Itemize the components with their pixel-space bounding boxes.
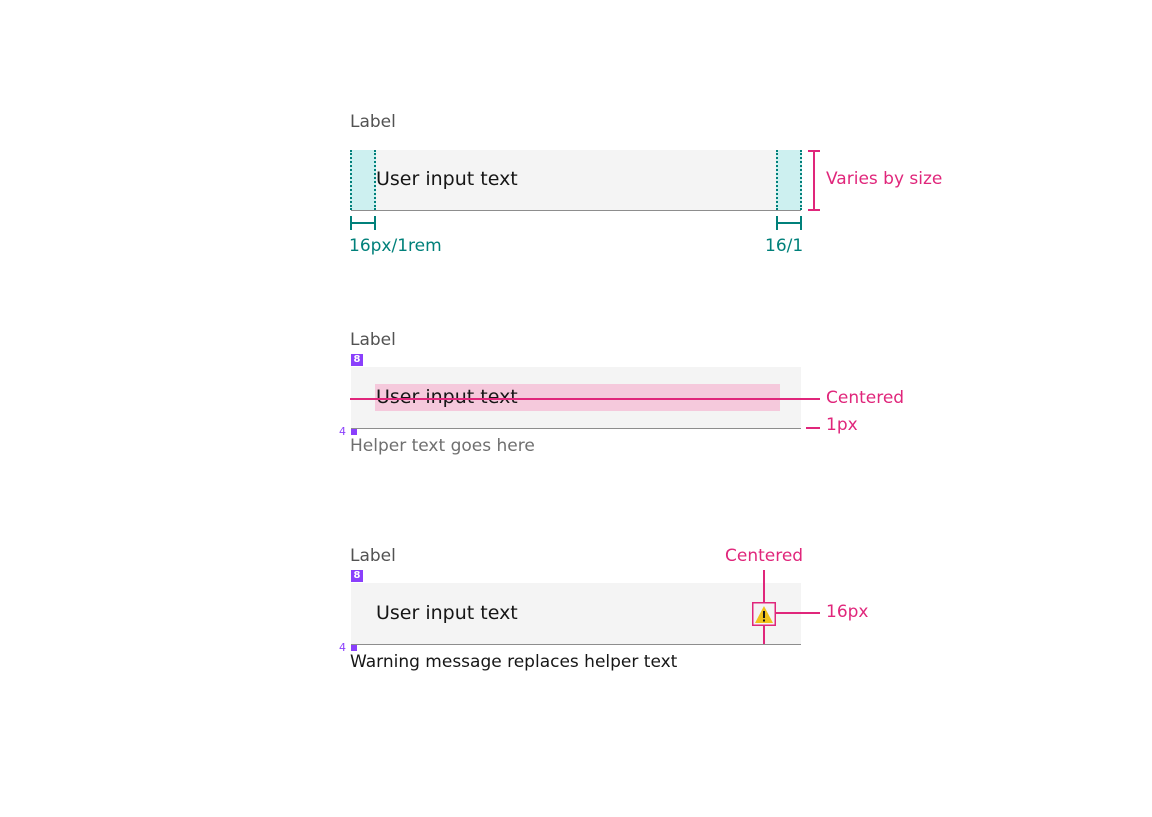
padding-right-area (776, 150, 802, 210)
measure-left (351, 222, 375, 224)
border-pointer (806, 427, 820, 429)
warning-icon (752, 602, 776, 626)
bracket-cap (808, 209, 820, 211)
spacing-badge: 8 (351, 570, 363, 582)
measure-cap (800, 216, 802, 230)
input-value: User input text (376, 602, 518, 624)
centered-note: Centered (725, 546, 804, 566)
input-value: User input text (376, 386, 518, 408)
label: Label (350, 330, 396, 350)
padding-left-area (350, 150, 376, 210)
centered-note: Centered (826, 388, 905, 408)
border-note: 1px (826, 415, 858, 435)
label: Label (350, 112, 396, 132)
measure-cap (776, 216, 778, 230)
warning-text: Warning message replaces helper text (350, 652, 678, 672)
label: Label (350, 546, 396, 566)
spacing-marker (351, 429, 357, 435)
spacing-label: 4 (339, 641, 346, 654)
measure-right (777, 222, 801, 224)
spacing-badge: 8 (351, 354, 363, 366)
measure-cap (350, 216, 352, 230)
padding-right-label: 16/1 (765, 236, 804, 256)
helper-text: Helper text goes here (350, 436, 535, 456)
icon-size-note: 16px (826, 602, 869, 622)
icon-pointer (776, 612, 820, 614)
spacing-label: 4 (339, 425, 346, 438)
height-note: Varies by size (826, 169, 943, 189)
input-value: User input text (376, 168, 518, 190)
padding-left-label: 16px/1rem (349, 236, 442, 256)
measure-cap (374, 216, 376, 230)
bracket-cap (808, 150, 820, 152)
center-line (350, 398, 820, 400)
text-highlight (375, 384, 780, 411)
spacing-marker (351, 645, 357, 651)
height-bracket (813, 150, 815, 211)
text-input[interactable] (351, 583, 801, 645)
text-input[interactable] (351, 150, 801, 211)
